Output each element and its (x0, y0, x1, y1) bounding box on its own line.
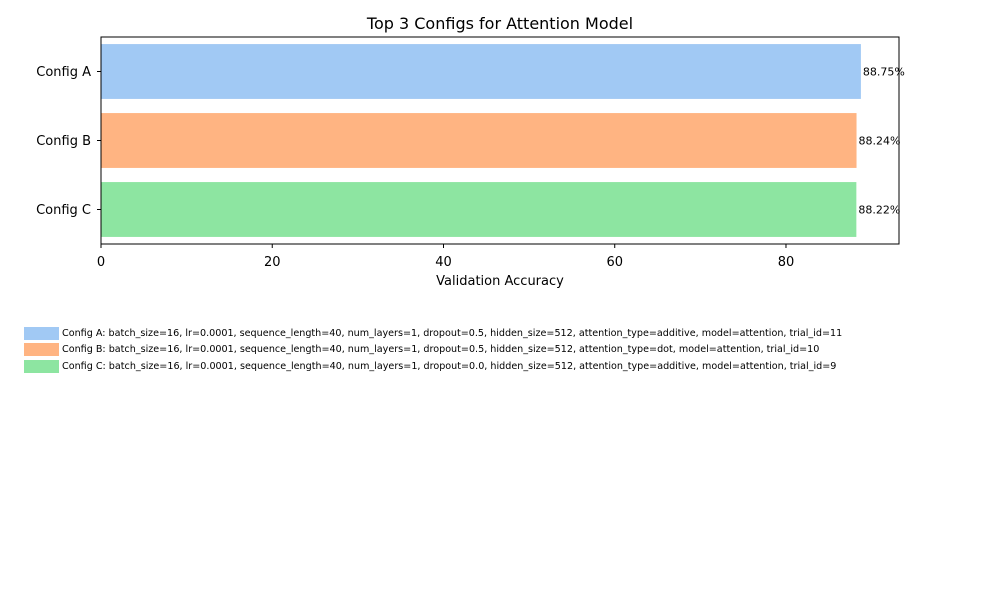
legend-label: Config A: batch_size=16, lr=0.0001, sequ… (62, 327, 843, 339)
legend-swatch (24, 343, 59, 357)
legend-entry: Config B: batch_size=16, lr=0.0001, sequ… (24, 342, 842, 359)
bar-config-c (101, 182, 857, 237)
legend-entry: Config A: batch_size=16, lr=0.0001, sequ… (24, 325, 842, 342)
y-tick-label: Config C (36, 203, 91, 218)
chart-title: Top 3 Configs for Attention Model (366, 14, 633, 33)
y-tick-label: Config A (36, 65, 91, 80)
legend-swatch (24, 359, 59, 373)
x-tick-label: 40 (435, 255, 452, 270)
x-tick-label: 20 (264, 255, 281, 270)
y-tick-label: Config B (36, 134, 91, 149)
bar-value-label: 88.22% (858, 204, 900, 217)
bar-config-b (101, 113, 857, 168)
x-tick-label: 80 (778, 255, 795, 270)
legend-swatch (24, 326, 59, 340)
bar-config-a (101, 44, 861, 99)
x-axis-label: Validation Accuracy (436, 274, 564, 289)
x-tick-label: 60 (606, 255, 623, 270)
legend-label: Config B: batch_size=16, lr=0.0001, sequ… (62, 344, 820, 356)
legend: Config A: batch_size=16, lr=0.0001, sequ… (24, 325, 842, 375)
bar-value-label: 88.24% (859, 135, 901, 148)
legend-label: Config C: batch_size=16, lr=0.0001, sequ… (62, 360, 837, 372)
x-tick-label: 0 (97, 255, 105, 270)
legend-entry: Config C: batch_size=16, lr=0.0001, sequ… (24, 358, 842, 375)
bar-value-label: 88.75% (863, 66, 905, 79)
